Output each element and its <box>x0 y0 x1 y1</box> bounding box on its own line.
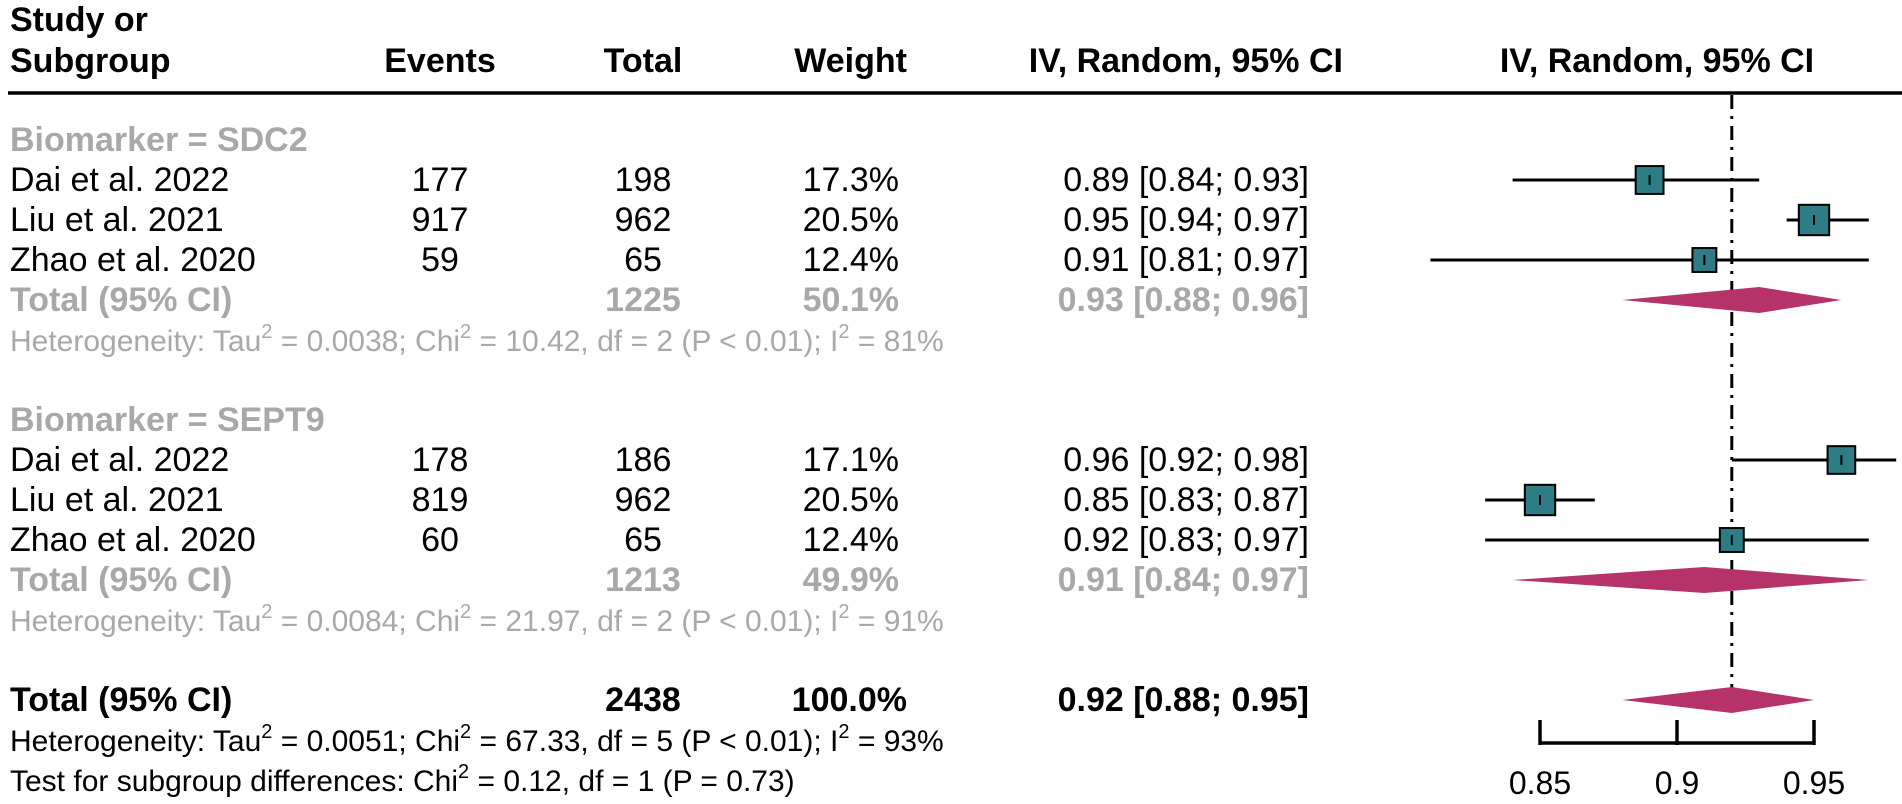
study-name: Liu et al. 2021 <box>10 201 224 239</box>
study-name: Zhao et al. 2020 <box>10 521 256 559</box>
subgroup-total-count: 1213 <box>605 561 681 599</box>
subgroup-title: Biomarker = SEPT9 <box>10 401 325 439</box>
study-total: 198 <box>615 161 672 199</box>
study-ci: 0.96 [0.92; 0.98] <box>1063 441 1309 479</box>
overall-total-label: Total (95% CI) <box>10 681 232 719</box>
header-study-line2: Subgroup <box>10 42 171 80</box>
study-events: 178 <box>412 441 469 479</box>
overall-total-ci: 0.92 [0.88; 0.95] <box>1058 681 1309 719</box>
study-events: 59 <box>421 241 459 279</box>
subgroup-total-weight: 50.1% <box>803 281 899 319</box>
study-weight: 17.1% <box>803 441 899 479</box>
header-total: Total <box>604 42 683 80</box>
header-plot-ci: IV, Random, 95% CI <box>1500 42 1814 80</box>
subgroup-heterogeneity: Heterogeneity: Tau2 = 0.0084; Chi2 = 21.… <box>10 601 944 638</box>
study-weight: 12.4% <box>803 241 899 279</box>
subgroup-total-label: Total (95% CI) <box>10 281 232 319</box>
x-tick-label: 0.9 <box>1655 765 1699 801</box>
table-row: Zhao et al. 2020 60 65 12.4% 0.92 [0.83;… <box>10 521 1309 559</box>
subgroup-total-row: Total (95% CI) 1225 50.1% 0.93 [0.88; 0.… <box>10 281 1309 319</box>
header-events: Events <box>384 42 496 80</box>
study-events: 60 <box>421 521 459 559</box>
subgroup-total-ci: 0.91 [0.84; 0.97] <box>1058 561 1309 599</box>
study-ci: 0.91 [0.81; 0.97] <box>1063 241 1309 279</box>
overall-heterogeneity: Heterogeneity: Tau2 = 0.0051; Chi2 = 67.… <box>10 721 944 758</box>
forest-marks-layer <box>1430 165 1897 713</box>
header-weight: Weight <box>794 42 907 80</box>
x-axis: 0.85 0.9 0.95 <box>1509 720 1845 801</box>
study-total: 962 <box>615 201 672 239</box>
x-tick-label: 0.85 <box>1509 765 1571 801</box>
study-name: Zhao et al. 2020 <box>10 241 256 279</box>
study-name: Liu et al. 2021 <box>10 481 224 519</box>
pooled-diamond <box>1512 567 1869 593</box>
subgroup-total-weight: 49.9% <box>803 561 899 599</box>
header-study-line1: Study or <box>10 1 148 39</box>
study-name: Dai et al. 2022 <box>10 161 229 199</box>
study-weight: 17.3% <box>803 161 899 199</box>
study-events: 177 <box>412 161 469 199</box>
study-total: 962 <box>615 481 672 519</box>
header-ci: IV, Random, 95% CI <box>1029 42 1343 80</box>
overall-total-weight: 100.0% <box>792 681 907 719</box>
table-row: Liu et al. 2021 819 962 20.5% 0.85 [0.83… <box>10 481 1309 519</box>
weight-box <box>1523 483 1557 517</box>
table-row: Zhao et al. 2020 59 65 12.4% 0.91 [0.81;… <box>10 241 1309 279</box>
study-events: 819 <box>412 481 469 519</box>
study-events: 917 <box>412 201 469 239</box>
study-ci: 0.95 [0.94; 0.97] <box>1063 201 1309 239</box>
study-weight: 12.4% <box>803 521 899 559</box>
overall-total-row: Total (95% CI) 2438 100.0% 0.92 [0.88; 0… <box>10 681 1309 719</box>
study-weight: 20.5% <box>803 201 899 239</box>
table-row: Dai et al. 2022 178 186 17.1% 0.96 [0.92… <box>10 441 1309 479</box>
table-row: Liu et al. 2021 917 962 20.5% 0.95 [0.94… <box>10 201 1309 239</box>
x-tick-label: 0.95 <box>1783 765 1845 801</box>
table-row: Dai et al. 2022 177 198 17.3% 0.89 [0.84… <box>10 161 1309 199</box>
study-total: 65 <box>624 521 662 559</box>
study-ci: 0.85 [0.83; 0.87] <box>1063 481 1309 519</box>
subgroup-difference-test: Test for subgroup differences: Chi2 = 0.… <box>10 761 795 798</box>
study-weight: 20.5% <box>803 481 899 519</box>
subgroup-total-row: Total (95% CI) 1213 49.9% 0.91 [0.84; 0.… <box>10 561 1309 599</box>
study-name: Dai et al. 2022 <box>10 441 229 479</box>
overall-total-count: 2438 <box>605 681 681 719</box>
subgroup-title: Biomarker = SDC2 <box>10 121 308 159</box>
pooled-diamond <box>1622 287 1842 313</box>
study-ci: 0.92 [0.83; 0.97] <box>1063 521 1309 559</box>
pooled-diamond <box>1622 687 1814 713</box>
subgroup-total-ci: 0.93 [0.88; 0.96] <box>1058 281 1309 319</box>
subgroup-total-label: Total (95% CI) <box>10 561 232 599</box>
study-total: 186 <box>615 441 672 479</box>
study-ci: 0.89 [0.84; 0.93] <box>1063 161 1309 199</box>
subgroup-total-count: 1225 <box>605 281 681 319</box>
study-total: 65 <box>624 241 662 279</box>
subgroup-heterogeneity: Heterogeneity: Tau2 = 0.0038; Chi2 = 10.… <box>10 321 944 358</box>
